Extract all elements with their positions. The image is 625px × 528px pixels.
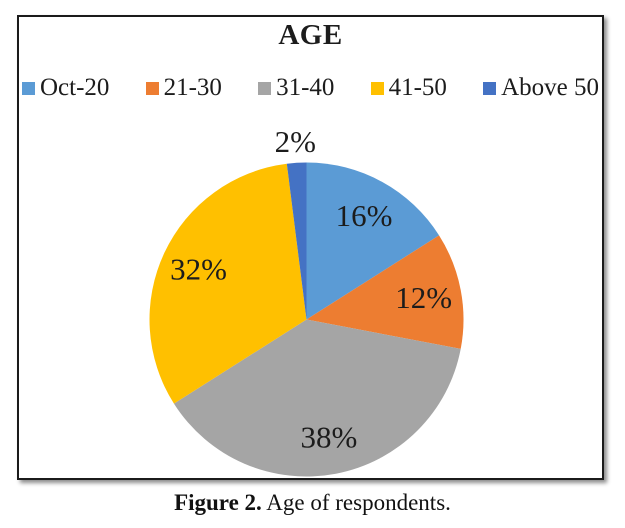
pie-slice-oct-20 — [306, 162, 440, 320]
pie-slice-above-50 — [286, 162, 307, 320]
legend-swatch-icon — [22, 81, 35, 95]
chart-legend: Oct-20 21-30 31-40 41-50 Above 50 — [22, 73, 599, 103]
pie-data-label-oct-20: 16% — [336, 198, 393, 233]
pie-data-label-21-30: 12% — [395, 280, 452, 315]
figure-caption-label: Figure 2. — [174, 490, 262, 515]
legend-swatch-icon — [258, 81, 272, 95]
legend-item-31-40: 31-40 — [258, 73, 334, 103]
figure-caption: Figure 2. Age of respondents. — [0, 490, 625, 516]
legend-label: 21-30 — [163, 74, 222, 101]
legend-item-oct-20: Oct-20 — [22, 73, 109, 103]
pie-chart: 16% 12% 38% 32% 2% — [149, 124, 464, 477]
pie-slice-31-40 — [173, 319, 461, 477]
legend-label: 31-40 — [276, 74, 335, 101]
pie-data-label-above-50: 2% — [275, 124, 316, 159]
pie-data-label-31-40: 38% — [300, 420, 357, 455]
legend-item-above-50: Above 50 — [483, 73, 599, 103]
pie-slice-41-50 — [149, 163, 307, 404]
chart-panel: 16% 12% 38% 32% 2% AGE Oct-20 21-30 31-40 41… — [17, 15, 604, 480]
pie-slice-21-30 — [306, 235, 464, 349]
legend-swatch-icon — [370, 81, 384, 95]
figure-caption-text: Age of respondents. — [266, 490, 451, 515]
legend-swatch-icon — [483, 81, 497, 95]
legend-item-41-50: 41-50 — [370, 73, 447, 103]
chart-title: AGE — [278, 19, 343, 51]
legend-label: Oct-20 — [40, 74, 110, 101]
pie-data-label-41-50: 32% — [170, 252, 227, 287]
legend-label: Above 50 — [501, 74, 599, 101]
legend-swatch-icon — [145, 81, 159, 95]
legend-item-21-30: 21-30 — [145, 73, 222, 103]
legend-label: 41-50 — [388, 74, 447, 101]
